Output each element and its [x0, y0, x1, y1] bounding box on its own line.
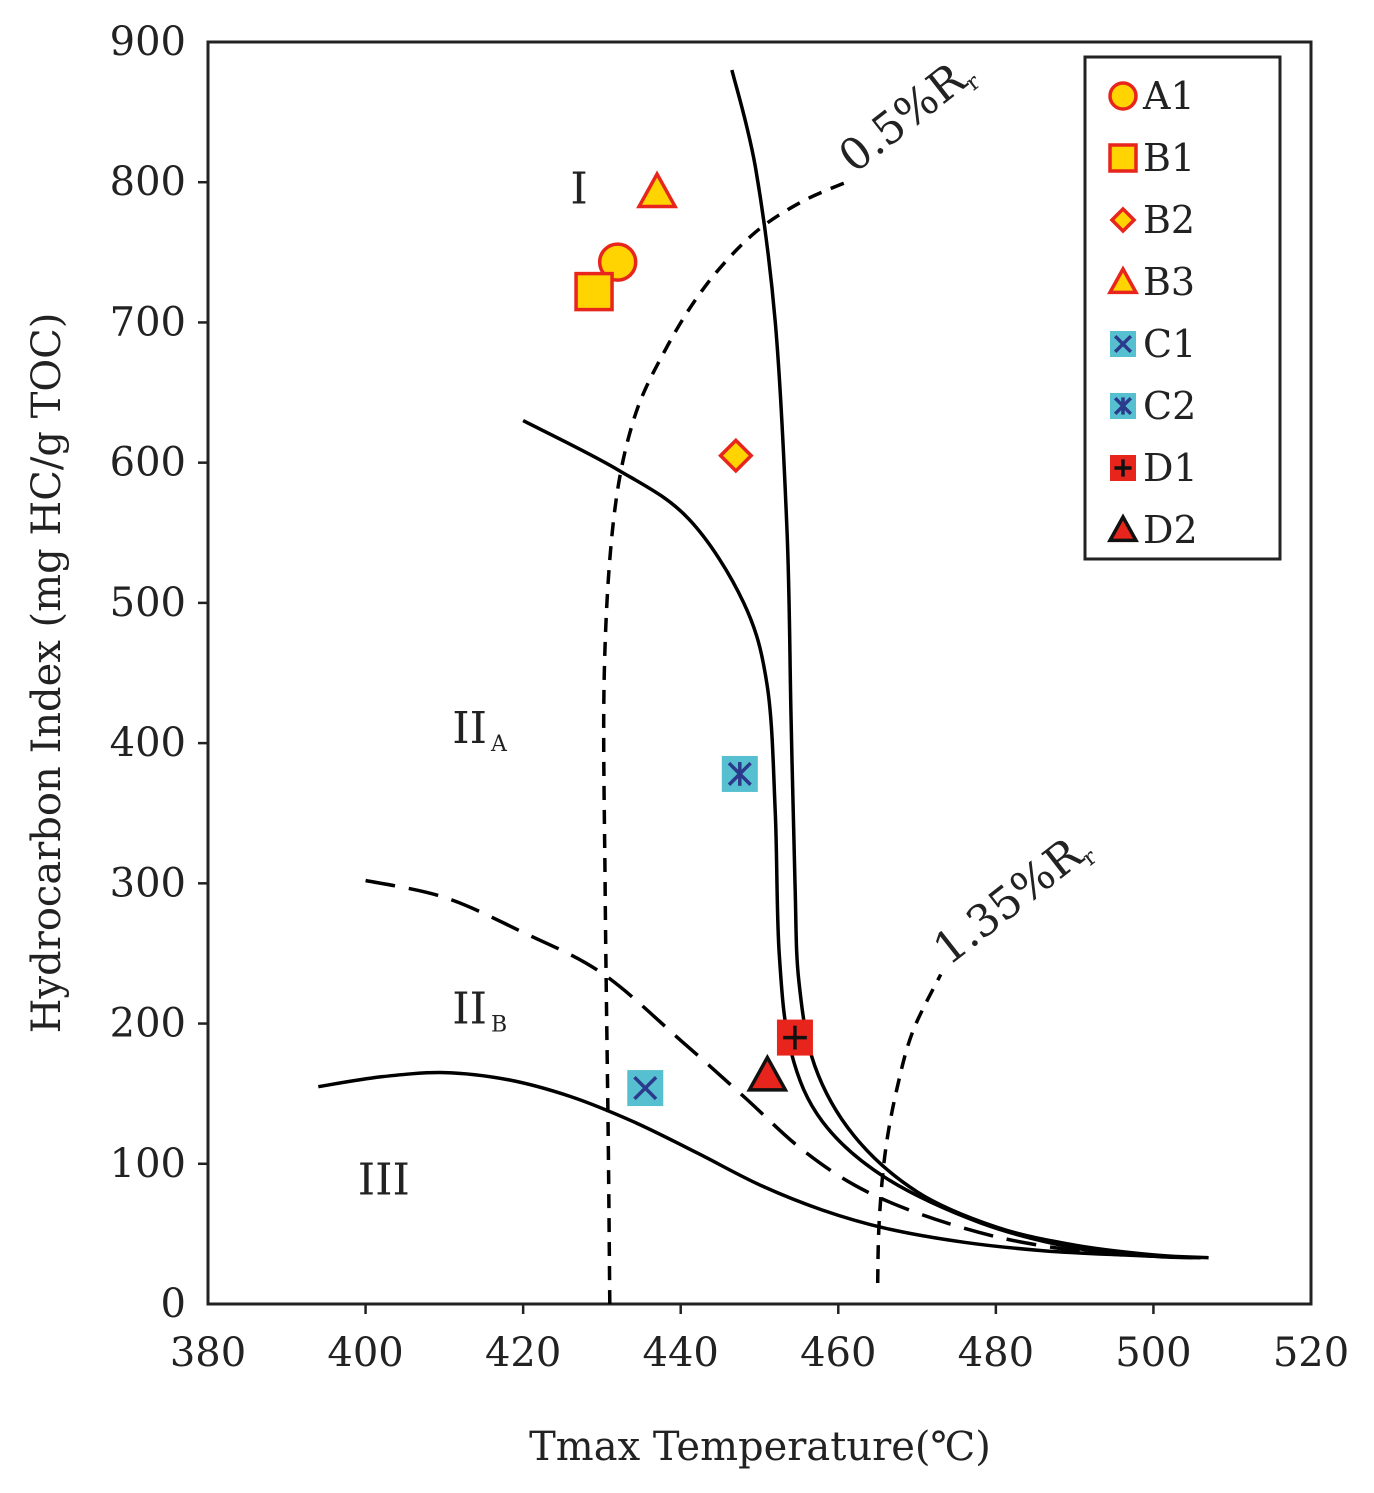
y-tick-label: 0 [161, 1281, 186, 1327]
diamond-marker [1109, 206, 1137, 234]
data-point-d1 [776, 1019, 813, 1056]
y-tick-label: 100 [110, 1141, 186, 1187]
region-labels: I II A II B III 0.5%Rr 1.35%Rr [358, 47, 1103, 1206]
x-tick-label: 440 [643, 1330, 719, 1376]
x-tick-label: 520 [1273, 1330, 1349, 1376]
isoreflectance-label: 0.5%Rr [830, 47, 986, 186]
y-tick-label: 700 [110, 299, 186, 345]
triangle-marker [636, 170, 679, 209]
data-point-d2 [746, 1053, 789, 1092]
y-tick-label: 500 [110, 580, 186, 626]
legend-label-b3: B3 [1143, 260, 1195, 304]
legend-marker-a1 [1108, 81, 1138, 111]
legend-marker-b2 [1109, 206, 1137, 234]
type-IIB-boundary-curve [365, 878, 1123, 1257]
cross-stroke [1113, 334, 1133, 354]
legend-label-d2: D2 [1143, 508, 1198, 552]
x-tick-label: 500 [1115, 1330, 1191, 1376]
0.5%Rr-isoreflectance-curve [601, 180, 847, 1305]
region-label: II B [452, 984, 507, 1038]
x-axis-title: Tmax Temperature(℃) [529, 1424, 991, 1470]
1.35%Rr-isoreflectance-curve [875, 973, 943, 1284]
circle-marker [597, 242, 638, 282]
y-tick-label: 300 [110, 860, 186, 906]
y-tick-label: 400 [110, 720, 186, 766]
triangle-marker [1107, 265, 1139, 295]
type-IIA-boundary-curve [522, 419, 1201, 1260]
legend-label-c1: C1 [1143, 322, 1196, 366]
cross-stroke [633, 1076, 658, 1101]
legend-label-d1: D1 [1143, 446, 1198, 490]
square-marker [574, 271, 614, 312]
y-tick-label: 200 [110, 1001, 186, 1047]
plot-area-frame [206, 40, 1313, 1306]
legend-label-c2: C2 [1143, 384, 1196, 428]
data-point-c1 [627, 1070, 664, 1107]
data-point-b2 [718, 437, 754, 474]
data-point-c2 [721, 755, 758, 792]
isoreflectance-label: 1.35%Rr [924, 822, 1102, 978]
legend-marker-d1 [1110, 455, 1136, 481]
legend-label-b1: B1 [1143, 136, 1195, 180]
boundary-curves [318, 69, 1209, 1305]
triangle-marker [746, 1053, 789, 1092]
data-points [574, 170, 813, 1107]
legend-marker-c1 [1110, 331, 1136, 357]
legend-marker-c2 [1110, 393, 1136, 419]
legend-label-b2: B2 [1143, 198, 1195, 242]
square-marker [1108, 143, 1138, 173]
region-label: II A [452, 703, 508, 757]
y-tick-label: 800 [110, 159, 186, 205]
region-label: III [358, 1155, 410, 1206]
legend-marker-b3 [1107, 265, 1139, 295]
x-tick-label: 380 [170, 1330, 246, 1376]
diamond-marker [718, 437, 754, 474]
axis-ticks: 380 400 420 440 460 480 500 520 0 100 200 300 400 500… [110, 19, 1350, 1376]
legend-label-a1: A1 [1142, 74, 1195, 118]
data-point-b3 [636, 170, 679, 209]
legend-marker-d2 [1107, 513, 1139, 543]
data-point-b1 [574, 271, 614, 312]
x-tick-label: 400 [327, 1330, 403, 1376]
legend: A1 B1 B2 B3 C1 C2 D1 D2 [1083, 55, 1282, 561]
circle-marker [1108, 81, 1138, 111]
data-point-a1 [597, 242, 638, 282]
triangle-marker [1107, 513, 1139, 543]
type-III-boundary-curve [318, 1070, 1193, 1260]
legend-marker-b1 [1108, 143, 1138, 173]
x-tick-label: 420 [485, 1330, 561, 1376]
x-tick-label: 460 [800, 1330, 876, 1376]
region-label: I [570, 163, 587, 214]
y-axis-title: Hydrocarbon Index (mg HC/g TOC) [24, 313, 70, 1034]
y-tick-label: 900 [110, 19, 186, 65]
y-tick-label: 600 [110, 440, 186, 486]
x-tick-label: 480 [958, 1330, 1034, 1376]
